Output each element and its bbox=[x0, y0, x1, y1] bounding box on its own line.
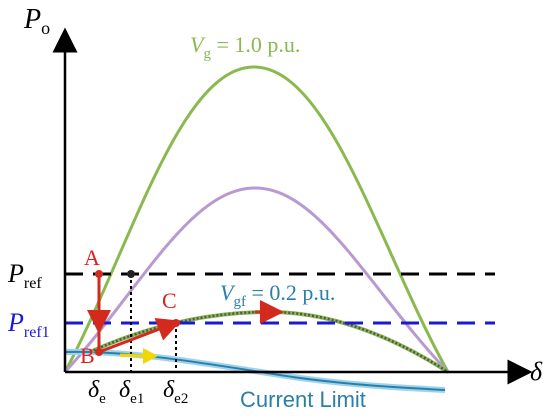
purple-power-curve bbox=[63, 186, 450, 374]
tick-delta-e: δe bbox=[88, 377, 106, 407]
b-to-c-arrow bbox=[98, 318, 182, 354]
fault-curve-label: Vgf = 0.2 p.u. bbox=[220, 280, 335, 310]
point-b-marker bbox=[95, 348, 103, 356]
green-power-curve bbox=[63, 65, 450, 373]
current-limit-label: Current Limit bbox=[240, 387, 366, 412]
point-c-label: C bbox=[162, 288, 177, 313]
point-e1-marker bbox=[127, 270, 135, 278]
tick-delta-e1: δe1 bbox=[119, 377, 144, 407]
pref1-label: Pref1 bbox=[7, 308, 50, 341]
point-b-label: B bbox=[80, 343, 95, 368]
x-axis-label: δ bbox=[530, 357, 543, 386]
y-axis-label: Po bbox=[23, 4, 50, 38]
green-curve-label: Vg = 1.0 p.u. bbox=[190, 32, 300, 62]
yellow-arrowhead bbox=[143, 348, 158, 364]
point-a-marker bbox=[95, 270, 103, 278]
point-c-marker bbox=[172, 319, 180, 327]
tick-delta-e2: δe2 bbox=[163, 377, 188, 407]
point-a-label: A bbox=[84, 245, 100, 270]
pref-label: Pref bbox=[7, 259, 42, 292]
